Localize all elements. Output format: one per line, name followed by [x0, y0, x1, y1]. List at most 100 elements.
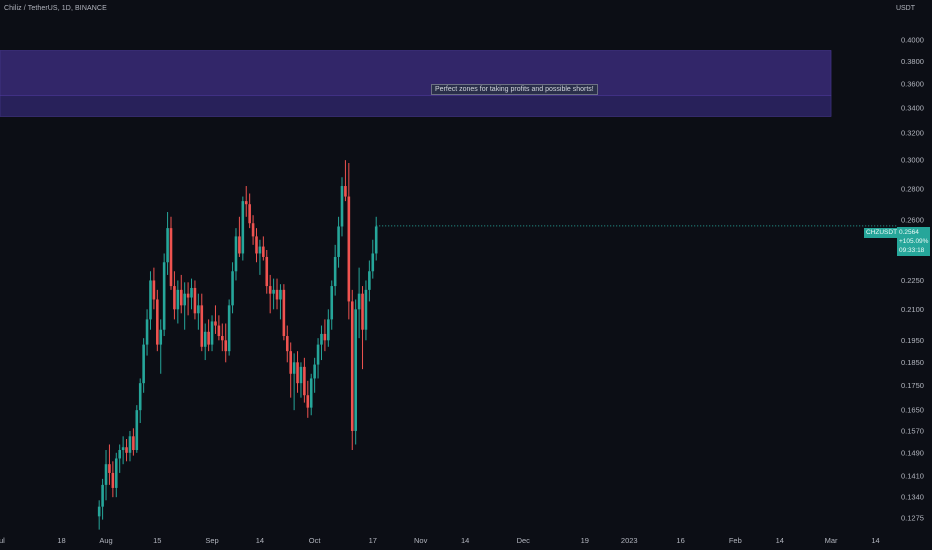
candle-body [135, 410, 139, 451]
candle-body [299, 366, 303, 384]
candle [296, 351, 299, 393]
last-price: 0.2564 [899, 229, 919, 236]
candle [114, 452, 118, 498]
price-tick-label: 0.3000 [901, 156, 924, 165]
price-tick-label: 0.3600 [901, 79, 924, 88]
candle-body [162, 262, 166, 330]
candle-body [128, 436, 132, 453]
candle-body [203, 331, 207, 347]
candle [149, 271, 152, 330]
candle-body [138, 383, 142, 411]
price-tick-label: 0.1750 [901, 381, 924, 390]
candle [279, 284, 282, 320]
candle [306, 380, 310, 418]
candle [159, 319, 163, 374]
candle [121, 436, 125, 465]
candle [303, 357, 306, 403]
candle-body [224, 340, 228, 352]
candle-body [255, 236, 258, 254]
candle-body [374, 226, 378, 254]
candle-body [296, 362, 299, 384]
candle-body [183, 293, 186, 306]
candle [190, 278, 193, 310]
time-tick-label: 17 [369, 536, 377, 545]
candle-body [309, 378, 313, 408]
price-tick-label: 0.3800 [901, 57, 924, 66]
candle-body [244, 201, 248, 205]
candle-body [350, 301, 354, 431]
candle-body [118, 450, 121, 459]
candle [152, 267, 156, 310]
candle-body [104, 464, 108, 485]
candle [173, 271, 176, 320]
time-tick-label: 14 [776, 536, 784, 545]
candle-body [272, 289, 275, 294]
candle-body [111, 472, 115, 488]
time-tick-label: 14 [256, 536, 264, 545]
price-axis: 0.4000 0.3800 0.3600 0.3400 0.3200 0.3000 0.28… [901, 35, 924, 522]
candle [186, 282, 190, 316]
zone-1 [0, 95, 832, 117]
candle-body [173, 286, 176, 310]
price-tick-label: 0.1340 [901, 493, 924, 502]
candle-body [227, 305, 231, 352]
candle [282, 284, 286, 341]
time-tick-label: Nov [414, 536, 428, 545]
candle [292, 353, 296, 411]
candle-body [306, 395, 310, 408]
candle-body [197, 305, 200, 314]
axis-unit: USDT [895, 5, 915, 12]
candle [135, 405, 139, 453]
price-tick-label: 0.4000 [901, 35, 924, 44]
candle [275, 278, 279, 310]
candle [156, 289, 159, 352]
candle-body [316, 344, 320, 365]
candle-body [156, 299, 159, 345]
price-tick-label: 0.1950 [901, 336, 924, 345]
candle-body [344, 186, 347, 197]
candle-body [193, 287, 197, 314]
candle-body [241, 201, 245, 254]
candle [111, 461, 115, 498]
candle-body [337, 226, 340, 257]
candle [203, 323, 207, 361]
time-tick-label: Mar [825, 536, 838, 545]
candle [330, 280, 334, 330]
candle-body [217, 325, 221, 337]
symbol-price-tag: CHZUSDT [864, 228, 900, 238]
candle-body [231, 271, 234, 306]
time-tick-label: Oct [309, 536, 322, 545]
candle [179, 274, 183, 314]
candle [138, 378, 142, 424]
candle [176, 280, 180, 324]
candle [285, 325, 289, 363]
candle-body [166, 228, 169, 263]
candle-body [251, 223, 255, 237]
highlight-zones [0, 50, 832, 117]
candle-body [289, 351, 292, 374]
candle [183, 282, 186, 330]
price-tick-label: 0.2600 [901, 215, 924, 224]
candle [337, 216, 340, 268]
candle-body [121, 447, 125, 451]
candle [262, 236, 265, 261]
price-tick-label: 0.1490 [901, 448, 924, 457]
time-tick-label: 16 [676, 536, 684, 545]
annotation-note[interactable]: Perfect zones for taking profits and pos… [431, 84, 598, 95]
candle [101, 478, 104, 520]
price-tick-label: 0.1650 [901, 406, 924, 415]
candle-body [340, 186, 344, 227]
candle-body [145, 319, 149, 345]
candle-body [207, 331, 210, 345]
candle [108, 444, 111, 485]
candle-body [108, 464, 111, 473]
candle [238, 216, 241, 257]
candle [361, 286, 364, 370]
price-tick-label: 0.3200 [901, 129, 924, 138]
price-tick-label: 0.1410 [901, 471, 924, 480]
candle [132, 428, 135, 456]
candle [344, 160, 347, 202]
time-tick-label: Aug [99, 536, 112, 545]
candle-body [262, 246, 265, 257]
